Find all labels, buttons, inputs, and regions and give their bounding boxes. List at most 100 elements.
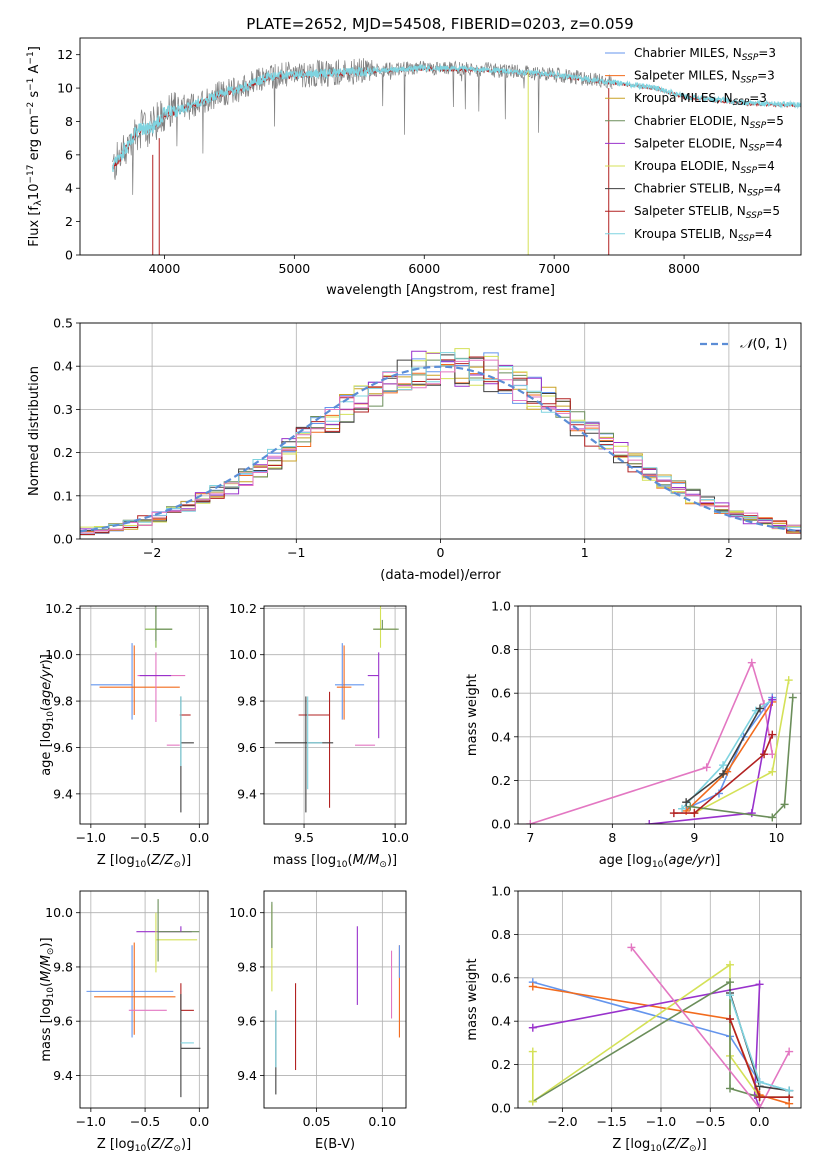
label-part: SSP	[741, 166, 758, 176]
x-tick-label: 0.0	[750, 1114, 770, 1129]
legend-label: Kroupa ELODIE, N	[634, 159, 741, 173]
y-tick-label: 10.2	[45, 601, 73, 616]
label-part: erg cm	[27, 115, 42, 164]
extinction-vs-mass-plot: 0.05 0.10 9.4 9.6 9.8 10.0 E(B-V)	[229, 890, 407, 1152]
y-axis-label: Flux [fλ10−17 erg cm−2 s−1 A−1]	[26, 46, 44, 247]
y-tick-label: 0.4	[491, 729, 511, 744]
y-tick-label: 1.0	[491, 884, 511, 899]
label-part: )]	[697, 1137, 707, 1152]
label-part: ⊙	[173, 860, 181, 870]
label-part: age/yr	[39, 663, 54, 706]
plot-frame	[263, 605, 407, 825]
label-part: −1	[26, 51, 36, 64]
legend-label: Kroupa MILES, N	[634, 91, 733, 105]
label-part: =3	[758, 46, 776, 60]
label-part: Z [log	[97, 853, 135, 868]
y-tick-label: 0.8	[491, 927, 511, 942]
y-axis-label: age [log10(age/yr)]	[39, 654, 56, 776]
label-part: E(B-V)	[315, 1137, 355, 1152]
y-tick-label: 0.4	[491, 1014, 511, 1029]
plot-frame	[79, 37, 802, 256]
y-tick-label: 0.0	[491, 1101, 511, 1116]
label-part: 10	[46, 987, 56, 999]
mass-vs-age-plot: 9.5 10.0 9.4 9.6 9.8 10.0 10.2 mass [log10(M/M⊙…	[229, 601, 409, 870]
label-part: 10	[135, 1144, 147, 1154]
series-line	[630, 946, 790, 1108]
x-tick-label: 1	[581, 545, 589, 560]
x-tick-label: 8000	[668, 261, 700, 276]
metallicity-vs-age-plot: −1.0 −0.5 0.09.49.69.810.010.2Z [log10(Z/Z…	[39, 601, 209, 870]
label-part: =4	[754, 227, 772, 241]
label-part: =4	[764, 182, 782, 196]
x-tick-label: 7	[526, 830, 534, 845]
x-tick-label: −1.5	[596, 1114, 626, 1129]
label-part: age [log	[599, 853, 652, 868]
label-part: )]	[181, 853, 191, 868]
label-part: 10	[336, 860, 348, 870]
y-axis-label: Normed distribution	[27, 366, 42, 496]
y-tick-label: 0.8	[491, 642, 511, 657]
label-part: ⊙	[379, 860, 387, 870]
plot-area	[80, 348, 801, 536]
label-part: −17	[26, 165, 36, 184]
x-axis-label: mass [log10(M/M⊙)]	[273, 853, 397, 870]
y-tick-label: 0.1	[53, 488, 73, 503]
label-part: )]	[710, 853, 720, 868]
y-tick-label: 9.6	[237, 740, 257, 755]
plot-area	[274, 606, 399, 813]
y-tick-label: 10	[57, 81, 73, 96]
label-part: (0, 1)	[752, 337, 787, 352]
label-part: (	[663, 853, 668, 868]
x-tick-label: 2	[725, 545, 733, 560]
x-tick-label: 0.0	[189, 1114, 209, 1129]
plot-area	[528, 943, 794, 1108]
label-part: −2	[26, 102, 36, 115]
label-part: 10	[650, 1144, 662, 1154]
label-part: SSP	[746, 211, 763, 221]
y-tick-label: 0.5	[53, 316, 73, 331]
series-line	[690, 697, 794, 819]
series-line	[681, 699, 773, 810]
x-tick-label: −1	[287, 545, 305, 560]
legend-label: Salpeter ELODIE, N	[634, 136, 748, 150]
x-tick-label: 0.0	[189, 830, 209, 845]
x-axis-label: age [log10(age/yr)]	[599, 853, 721, 870]
y-tick-label: 12	[57, 47, 73, 62]
legend-label: Salpeter STELIB, N	[634, 204, 746, 218]
y-tick-label: 0.4	[53, 359, 73, 374]
metallicity-vs-mass-weight-plot: −2.0 −1.5 −1.0 −0.5 0.0 0.0 0.2 0.4 0.6 0.8 1.0 Z […	[465, 884, 802, 1154]
label-part: ⊙	[689, 1144, 697, 1154]
legend-label: 𝒩(0, 1)	[740, 337, 787, 352]
label-part: ⊙	[46, 948, 56, 956]
plot-frame	[79, 890, 209, 1109]
observed-spectrum-line	[112, 58, 613, 195]
label-part: 10	[135, 860, 147, 870]
x-tick-label: 8	[608, 830, 616, 845]
label-part: −1	[26, 78, 36, 91]
x-tick-label: 9.5	[294, 830, 314, 845]
label-part: M/M	[353, 853, 380, 868]
y-tick-label: 4	[65, 181, 73, 196]
series-line	[673, 734, 774, 814]
y-tick-label: 10.0	[229, 905, 257, 920]
y-tick-label: 0.2	[53, 445, 73, 460]
label-part: SSP	[747, 189, 764, 199]
plot-frame	[79, 322, 802, 540]
metallicity-vs-mass-plot: −1.0 −0.5 0.09.49.69.810.0Z [log10(Z/Z⊙)]m…	[39, 890, 209, 1154]
label-part: A	[27, 64, 42, 77]
label-part: =3	[749, 91, 767, 105]
x-tick-label: −1.0	[76, 830, 106, 845]
label-part: age/yr	[668, 853, 711, 868]
legend-entry: Kroupa STELIB, NSSP=4	[634, 227, 772, 244]
y-tick-label: 10.2	[229, 601, 257, 616]
label-part: M/M	[39, 955, 54, 982]
legend-entry: Salpeter MILES, NSSP=3	[634, 69, 775, 86]
legend-label: Chabrier STELIB, N	[634, 182, 747, 196]
y-tick-label: 0.6	[491, 686, 511, 701]
y-tick-label: 8	[65, 114, 73, 129]
label-part: SSP	[738, 234, 755, 244]
spectrum-plot: 4000 5000 6000 7000 8000 0 2 4 6 8 10 12 wavelength …	[26, 37, 802, 298]
legend-entry: Salpeter STELIB, NSSP=5	[634, 204, 780, 221]
